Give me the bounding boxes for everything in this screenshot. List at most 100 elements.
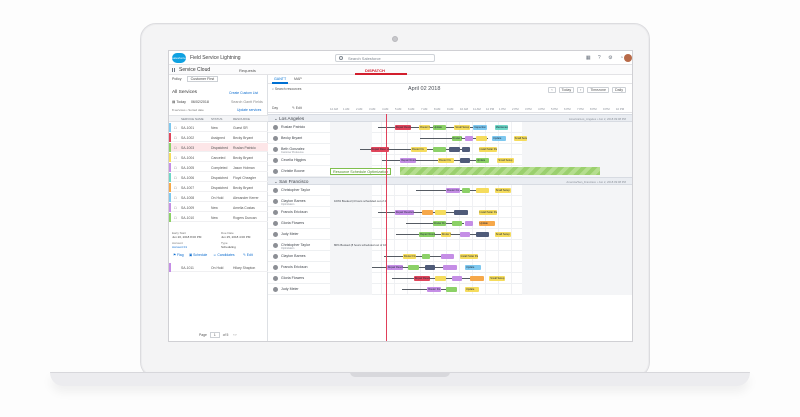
service-appointment-bar[interactable]: Small Setup	[494, 188, 511, 193]
service-appointment-bar[interactable]: Router Fix	[427, 287, 441, 292]
service-appointment-bar[interactable]: Router Fix	[440, 232, 452, 237]
edit-gantt-button[interactable]: ✎ Edit	[292, 106, 302, 110]
list-item[interactable]: ☐ SA-1008 On Hold Alexander Kerrer	[169, 193, 268, 202]
policy-row[interactable]: Policy Customer First	[172, 76, 219, 82]
global-search-input[interactable]: Search Salesforce	[335, 54, 435, 62]
list-item[interactable]: ☐ SA-1005 Completed Jason Holman	[169, 163, 268, 172]
list-item[interactable]: SA-1011 On Hold Hilary Shapton	[169, 263, 268, 272]
checkbox-icon[interactable]: ☐	[174, 186, 177, 190]
app-launcher-icon[interactable]	[172, 68, 176, 72]
search-resources-control[interactable]: ⌕ Search resources	[272, 87, 301, 91]
service-appointment-bar[interactable]: Router Fix	[411, 147, 428, 152]
resource-row[interactable]: Beth Gonzalez Customer Preference	[268, 144, 330, 155]
resource-row[interactable]: Christie Boone	[268, 166, 330, 177]
today-button[interactable]: Today	[558, 87, 575, 93]
service-appointment-bar[interactable]: Small Setup	[489, 276, 506, 281]
service-appointment-bar[interactable]: Update	[475, 158, 490, 163]
service-appointment-bar[interactable]	[475, 232, 490, 237]
service-appointment-bar[interactable]: Router Fix	[432, 221, 447, 226]
list-item[interactable]: ☐ SA-1001 New Guest SR	[169, 123, 268, 132]
list-item[interactable]: ☐ SA-1009 New Amelia Costas	[169, 203, 268, 212]
service-appointment-bar[interactable]	[451, 276, 463, 281]
region-header[interactable]: ⌄ San Francisco America/San_Francisco • J…	[268, 177, 632, 185]
service-appointment-bar[interactable]: Repair Resolution	[400, 158, 417, 163]
service-appointment-bar[interactable]: Repair Resolution	[394, 125, 411, 130]
gantt-field-search[interactable]: Search Gantt Fields	[231, 100, 263, 104]
resource-row[interactable]: Francis Erickson	[268, 207, 330, 218]
service-appointment-bar[interactable]: Repair Resolution	[370, 147, 390, 152]
header-icons[interactable]: ▦ ? ⚙ ◔	[585, 55, 626, 61]
resource-row[interactable]: Cecelia Higgins	[268, 155, 330, 166]
service-appointment-bar[interactable]: Update	[465, 287, 479, 292]
tab-requests[interactable]: Requests	[239, 68, 256, 73]
service-appointment-bar[interactable]: Repair Resolution	[394, 210, 414, 215]
tab-gantt[interactable]: GANTT	[274, 77, 287, 81]
prev-day-button[interactable]: ‹	[548, 87, 556, 93]
resource-row[interactable]: Gloria Flowers	[268, 218, 330, 229]
service-appointment-bar[interactable]	[454, 210, 468, 215]
checkbox-icon[interactable]: ☐	[174, 176, 177, 180]
resource-row[interactable]: Ruslan Patricio	[268, 122, 330, 133]
optimization-band[interactable]	[400, 167, 600, 175]
schedule-button[interactable]: ▣ Schedule	[189, 253, 208, 257]
create-custom-list-link[interactable]: Create Custom List	[229, 91, 259, 95]
service-appointment-bar[interactable]	[475, 188, 490, 193]
service-appointment-bar[interactable]	[465, 136, 474, 141]
candidates-button[interactable]: ☺ Candidates	[213, 253, 235, 257]
service-appointment-bar[interactable]	[448, 147, 460, 152]
resource-row[interactable]: Clayton Barnes Optimization	[268, 196, 330, 207]
region-header[interactable]: ⌄ Los Angeles America/Los_Angeles • Jun 2…	[268, 114, 632, 122]
service-appointment-bar[interactable]	[465, 221, 474, 226]
service-appointment-bar[interactable]	[462, 147, 471, 152]
list-item[interactable]: ☐ SA-1002 Assigned Becky Bryant	[169, 133, 268, 142]
salesforce-logo-icon[interactable]: salesforce	[172, 53, 186, 63]
checkbox-icon[interactable]: ☐	[174, 146, 177, 150]
service-appointment-bar[interactable]: Inspection	[473, 125, 487, 130]
resource-row[interactable]: Becky Bryant	[268, 133, 330, 144]
service-appointment-bar[interactable]: Small Setup	[454, 125, 471, 130]
resource-row[interactable]: Christopher Taylor Optimization	[268, 240, 330, 251]
date-filter-row[interactable]: ▤ Today 06/02/2018	[172, 100, 209, 104]
service-appointment-bar[interactable]	[475, 136, 487, 141]
service-appointment-bar[interactable]	[451, 221, 463, 226]
resource-row[interactable]: Clayton Barnes	[268, 251, 330, 262]
service-appointment-bar[interactable]: Small Setup	[494, 232, 511, 237]
next-day-button[interactable]: ›	[577, 87, 585, 93]
view-select[interactable]: Day	[272, 106, 279, 110]
service-appointment-bar[interactable]	[459, 158, 471, 163]
checkbox-icon[interactable]: ☐	[174, 136, 177, 140]
service-appointment-bar[interactable]: Install Solar Panels	[459, 254, 479, 259]
pager-input[interactable]: 1	[209, 332, 220, 338]
user-avatar[interactable]	[624, 54, 632, 62]
service-appointment-bar[interactable]: Update	[478, 221, 495, 226]
service-appointment-bar[interactable]	[435, 210, 447, 215]
service-appointment-bar[interactable]	[424, 265, 436, 270]
service-appointment-bar[interactable]	[462, 188, 471, 193]
service-appointment-bar[interactable]: Small Setup	[497, 158, 514, 163]
service-appointment-bar[interactable]: Update	[465, 265, 482, 270]
service-appointment-bar[interactable]	[435, 276, 447, 281]
resource-row[interactable]: Judy Meier	[268, 284, 330, 295]
update-services-link[interactable]: Update services	[237, 108, 262, 112]
checkbox-icon[interactable]: ☐	[174, 196, 177, 200]
resource-row[interactable]: Christopher Taylor	[268, 185, 330, 196]
service-appointment-bar[interactable]	[408, 265, 420, 270]
service-appointment-bar[interactable]	[440, 254, 455, 259]
edit-button[interactable]: ✎ Edit	[243, 253, 253, 257]
service-appointment-bar[interactable]	[470, 276, 484, 281]
service-appointment-bar[interactable]: Small Setup	[513, 136, 528, 141]
service-appointment-bar[interactable]: Install Solar Panels	[478, 147, 498, 152]
service-appointment-bar[interactable]	[421, 210, 433, 215]
service-appointment-bar[interactable]: Router Fix	[419, 125, 430, 130]
list-item[interactable]: ☐ SA-1007 Dispatched Becky Bryant	[169, 183, 268, 192]
service-appointment-bar[interactable]	[421, 254, 430, 259]
col-status[interactable]: STATUS	[211, 117, 223, 121]
service-appointment-bar[interactable]: Install Solar Panels	[478, 210, 498, 215]
tab-dispatch[interactable]: DISPATCH	[365, 68, 385, 73]
checkbox-icon[interactable]: ☐	[174, 166, 177, 170]
list-item[interactable]: ☐ SA-1003 Dispatched Ruslan Patricio	[169, 143, 268, 152]
list-item[interactable]: ☐ SA-1010 New Rogers Duncan	[169, 213, 268, 222]
resource-row[interactable]: Francis Erickson	[268, 262, 330, 273]
timezone-button[interactable]: Timezone	[587, 87, 609, 93]
service-appointment-bar[interactable]	[443, 265, 457, 270]
